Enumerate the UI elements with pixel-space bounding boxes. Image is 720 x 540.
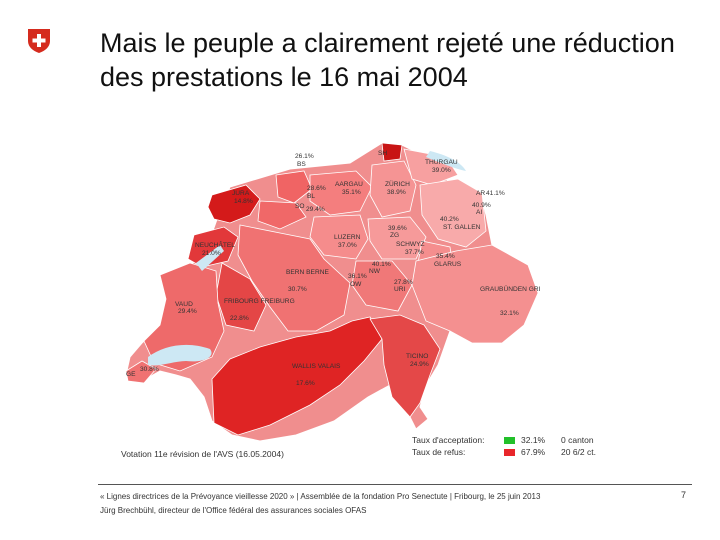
label-glarus: GLARUS	[434, 261, 462, 268]
footer-speaker: Jürg Brechbühl, directeur de l'Office fé…	[100, 506, 367, 515]
label-graubunden-pct: 32.1%	[500, 310, 519, 317]
label-glarus-pct: 35.4%	[436, 253, 455, 260]
legend-row-acceptance: Taux d'acceptation: 32.1% 0 canton	[412, 434, 596, 446]
label-fribourg: FRIBOURG FREIBURG	[224, 298, 295, 305]
label-aargau: AARGAU	[335, 181, 363, 188]
legend-label: Taux de refus:	[412, 447, 466, 457]
legend-cantons: 0 canton	[561, 435, 594, 445]
legend-pct: 67.9%	[521, 447, 546, 457]
label-neuchatel-pct: 21.0%	[202, 250, 221, 257]
label-neuchatel: NEUCHÂTEL	[195, 240, 235, 249]
page-title: Mais le peuple a clairement rejeté une r…	[100, 28, 675, 92]
label-nw: NW	[369, 268, 381, 275]
canton-stgallen-shape	[419, 178, 487, 248]
legend-swatch-acceptance	[504, 436, 515, 444]
label-zg: ZG	[390, 232, 399, 239]
canton-luzern-shape	[309, 214, 369, 260]
label-ticino: TICINO	[406, 353, 428, 360]
label-so: SO	[295, 203, 305, 210]
label-luzern: LUZERN	[334, 234, 361, 241]
canton-jura-shape	[207, 184, 261, 224]
canton-zurich-shape	[369, 160, 417, 218]
label-zg-pct: 39.6%	[388, 225, 407, 232]
label-sh: SH	[378, 150, 387, 157]
footer-divider	[98, 484, 692, 485]
legend-row-refusal: Taux de refus: 67.9% 20 6/2 ct.	[412, 446, 596, 458]
canton-sh-shape	[381, 142, 403, 162]
label-zurich-pct: 38.9%	[387, 189, 406, 196]
label-thurgau-pct: 39.0%	[432, 167, 451, 174]
label-aargau-pct: 35.1%	[342, 189, 361, 196]
legend-pct: 32.1%	[521, 435, 546, 445]
label-jura-pct: 14.8%	[234, 198, 253, 205]
canton-bl-shape	[275, 170, 313, 204]
label-vaud-pct: 29.4%	[178, 308, 197, 315]
label-bs-pct: 26.1%	[295, 153, 314, 160]
canton-neuchatel-shape	[187, 226, 239, 268]
label-ge-pct: 30.8%	[140, 366, 159, 373]
label-stgallen-pct: 40.2%	[440, 216, 459, 223]
label-graubunden: GRAUBÜNDEN GRIGIONI GRISCHUN	[480, 285, 540, 293]
label-ow-pct: 36.1%	[348, 273, 367, 280]
label-stgallen: ST. GALLEN	[443, 224, 481, 231]
canton-so-shape	[257, 200, 307, 230]
label-schwyz-pct: 37.7%	[405, 249, 424, 256]
label-uri: URI	[394, 286, 406, 293]
canton-vaud-shape	[143, 262, 225, 372]
canton-graubunden-shape	[411, 244, 539, 344]
label-bl-pct: 28.6%	[307, 185, 326, 192]
vote-legend: Taux d'acceptation: 32.1% 0 canton Taux …	[412, 434, 596, 458]
label-jura: JURA	[232, 190, 250, 197]
canton-bern-shape	[237, 224, 351, 332]
label-bs: BS	[297, 161, 306, 168]
page-number: 7	[681, 490, 687, 500]
canton-schwyz-shape	[367, 216, 427, 260]
legend-title: Votation 11e révision de l'AVS (16.05.20…	[121, 449, 284, 459]
lake-neuchatel	[196, 245, 224, 271]
canton-aargau-shape	[309, 170, 373, 216]
lake-geneva	[148, 344, 212, 366]
label-bl: BL	[307, 193, 315, 200]
lake-constance	[426, 151, 466, 171]
label-ticino-pct: 24.9%	[410, 361, 429, 368]
label-ar-pct: 41.1%	[486, 190, 505, 197]
label-ai: AI	[476, 209, 482, 216]
footer-event: « Lignes directrices de la Prévoyance vi…	[100, 492, 541, 501]
label-valais: WALLIS VALAIS	[292, 363, 341, 370]
switzerland-vote-map: SH THURGAU 39.0% 26.1% BS JURA 14.8% AAR…	[125, 142, 540, 442]
label-thurgau: THURGAU	[425, 159, 458, 166]
label-so-pct: 29.4%	[306, 206, 325, 213]
canton-ticino-shape	[369, 314, 441, 418]
label-ai-pct: 40.9%	[472, 202, 491, 209]
label-ar: AR	[476, 190, 485, 197]
legend-cantons: 20 6/2 ct.	[561, 447, 596, 457]
legend-swatch-refusal	[504, 448, 515, 456]
canton-uri-shape	[351, 260, 413, 312]
label-vaud: VAUD	[175, 301, 193, 308]
label-valais-pct: 17.6%	[296, 380, 315, 387]
label-fribourg-pct: 22.8%	[230, 315, 249, 322]
canton-ge-shape	[125, 360, 157, 384]
label-schwyz: SCHWYZ	[396, 241, 425, 248]
label-bern-pct: 30.7%	[288, 286, 307, 293]
label-nw-pct: 40.1%	[372, 261, 391, 268]
label-zurich: ZÜRICH	[385, 180, 410, 188]
swiss-cross-logo	[28, 29, 50, 53]
label-bern: BERN BERNE	[286, 269, 329, 276]
label-uri-pct: 27.8%	[394, 279, 413, 286]
label-luzern-pct: 37.0%	[338, 242, 357, 249]
label-ge: GE	[126, 371, 136, 378]
legend-label: Taux d'acceptation:	[412, 435, 485, 445]
label-ow: OW	[350, 281, 362, 288]
